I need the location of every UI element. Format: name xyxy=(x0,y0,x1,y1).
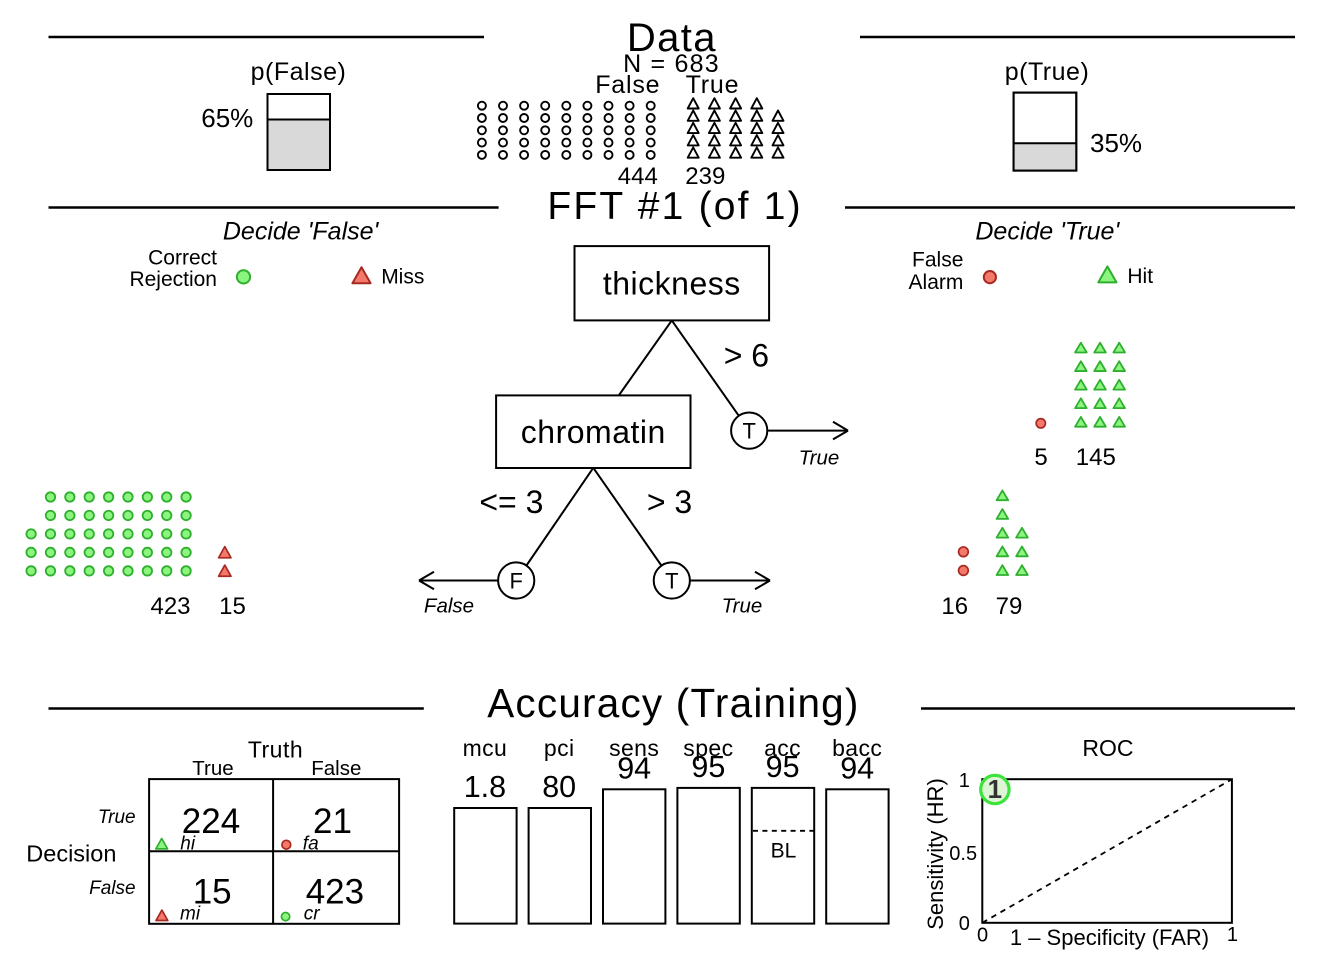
svg-text:False: False xyxy=(595,71,660,99)
svg-text:1: 1 xyxy=(1227,924,1238,946)
svg-text:True: True xyxy=(98,807,136,828)
svg-text:Accuracy (Training): Accuracy (Training) xyxy=(487,680,859,726)
svg-text:False: False xyxy=(89,878,135,899)
svg-text:True: True xyxy=(192,757,233,780)
svg-text:p(False): p(False) xyxy=(251,58,347,86)
svg-text:chromatin: chromatin xyxy=(521,414,666,450)
svg-text:T: T xyxy=(665,568,678,593)
svg-text:False: False xyxy=(424,595,474,618)
svg-text:True: True xyxy=(686,71,740,99)
svg-text:35%: 35% xyxy=(1090,128,1142,158)
svg-text:1: 1 xyxy=(959,770,970,792)
svg-text:spec: spec xyxy=(683,735,733,761)
svg-text:1: 1 xyxy=(988,774,1002,804)
svg-text:15: 15 xyxy=(193,873,232,912)
svg-text:65%: 65% xyxy=(201,103,253,133)
svg-text:thickness: thickness xyxy=(603,265,741,301)
svg-text:ROC: ROC xyxy=(1082,735,1133,761)
svg-text:Data: Data xyxy=(627,16,717,60)
svg-text:239: 239 xyxy=(685,163,725,190)
svg-text:p(True): p(True) xyxy=(1005,58,1090,86)
svg-text:bacc: bacc xyxy=(832,735,882,761)
svg-text:5: 5 xyxy=(1034,444,1047,471)
svg-text:1.8: 1.8 xyxy=(464,770,506,804)
svg-text:0: 0 xyxy=(959,913,970,935)
svg-text:hi: hi xyxy=(180,834,196,855)
svg-text:423: 423 xyxy=(150,593,190,620)
svg-text:mi: mi xyxy=(180,904,201,925)
svg-text:Miss: Miss xyxy=(381,266,424,289)
svg-text:0.5: 0.5 xyxy=(949,843,977,865)
svg-text:mcu: mcu xyxy=(463,735,508,761)
svg-text:Truth: Truth xyxy=(248,737,303,763)
svg-text:Decide 'False': Decide 'False' xyxy=(223,218,380,246)
svg-text:79: 79 xyxy=(996,593,1023,620)
svg-text:acc: acc xyxy=(764,735,801,761)
svg-text:True: True xyxy=(722,595,763,618)
svg-text:Alarm: Alarm xyxy=(909,271,964,294)
svg-text:fa: fa xyxy=(303,834,319,855)
svg-text:0: 0 xyxy=(977,925,988,947)
svg-text:94: 94 xyxy=(617,751,651,785)
svg-text:444: 444 xyxy=(618,163,658,190)
svg-text:sens: sens xyxy=(609,735,659,761)
svg-text:21: 21 xyxy=(313,802,352,841)
svg-text:Decision: Decision xyxy=(26,841,116,867)
svg-text:Decide 'True': Decide 'True' xyxy=(975,218,1120,246)
svg-text:FFT #1 (of 1): FFT #1 (of 1) xyxy=(547,185,802,228)
svg-text:94: 94 xyxy=(840,751,874,785)
svg-text:True: True xyxy=(799,447,840,470)
svg-text:16: 16 xyxy=(941,593,968,620)
svg-text:15: 15 xyxy=(219,593,246,620)
svg-text:BL: BL xyxy=(771,840,797,863)
svg-text:Rejection: Rejection xyxy=(129,268,217,291)
svg-text:95: 95 xyxy=(691,750,725,784)
svg-text:95: 95 xyxy=(766,750,800,784)
svg-text:Sensitivity (HR): Sensitivity (HR) xyxy=(923,778,948,930)
svg-text:<= 3: <= 3 xyxy=(479,484,543,520)
svg-text:N = 683: N = 683 xyxy=(623,50,720,78)
svg-text:Correct: Correct xyxy=(148,247,217,270)
svg-text:F: F xyxy=(509,568,522,593)
svg-text:False: False xyxy=(311,757,361,780)
svg-text:> 6: > 6 xyxy=(724,338,769,374)
svg-text:pci: pci xyxy=(544,735,575,761)
svg-text:1 – Specificity (FAR): 1 – Specificity (FAR) xyxy=(1010,925,1209,950)
svg-text:False: False xyxy=(912,249,963,272)
svg-text:cr: cr xyxy=(304,904,321,925)
svg-text:80: 80 xyxy=(542,770,576,804)
svg-text:145: 145 xyxy=(1076,444,1116,471)
svg-text:Hit: Hit xyxy=(1127,265,1153,288)
svg-text:T: T xyxy=(742,418,755,443)
svg-text:224: 224 xyxy=(182,802,240,841)
svg-text:423: 423 xyxy=(306,873,364,912)
svg-text:> 3: > 3 xyxy=(647,484,692,520)
